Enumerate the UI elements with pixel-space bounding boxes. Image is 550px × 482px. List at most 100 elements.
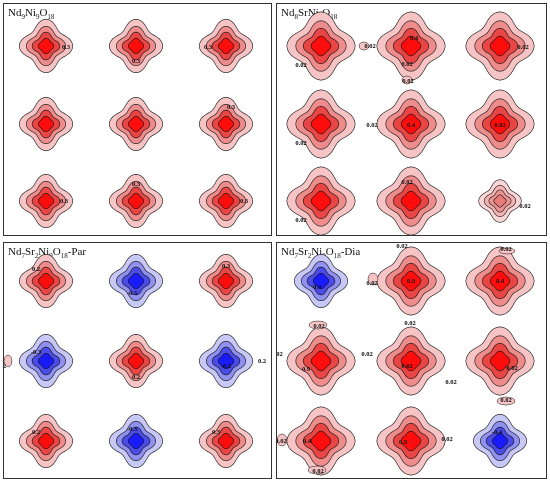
contour-blob: [472, 413, 528, 469]
contour-label: 0.3: [132, 181, 141, 188]
small-contour: [308, 320, 328, 330]
contour-blob: [108, 96, 164, 152]
contour-label: 0.4: [313, 284, 322, 291]
contour-label: 0.3: [222, 263, 231, 270]
contour-label: 0.02: [295, 140, 306, 147]
contour-level-4: [491, 432, 509, 450]
contour-plot: 0.2 -0.3 0.3 -0.3 0.2 -0.3 0.2 -0.3 0.3 0.2 0.2: [4, 253, 266, 469]
contour-level-4: [312, 272, 330, 290]
contour-label: -0.3: [127, 426, 138, 433]
contour-level-4: [400, 113, 422, 135]
contour-label: 0.02: [519, 203, 530, 210]
contour-blob: [198, 18, 254, 74]
contour-label: -0.3: [127, 290, 138, 297]
contour-label: 0.02: [277, 351, 283, 358]
contour-level-4: [310, 113, 332, 135]
contour-level-4: [310, 35, 332, 57]
small-contour: [4, 354, 13, 368]
contour-blob: [465, 89, 535, 159]
contour-label: 0.9: [302, 366, 311, 373]
contour-blob: [18, 333, 74, 389]
panel-nd7sr2ni9o18-par: Nd7Sr2Ni9O18-Par 0.2-0.30.3-0.30.2-0.30.…: [3, 242, 272, 479]
contour-level-4: [127, 352, 145, 370]
contour-level-4: [37, 432, 55, 450]
contour-blob: [286, 11, 356, 81]
contour-blob: [198, 333, 254, 389]
contour-label: 0.02: [506, 365, 517, 372]
contour-label: 0.02: [500, 397, 511, 404]
contour-blob: [465, 11, 535, 81]
contour-blob: [18, 18, 74, 74]
contour-blob: [108, 173, 164, 229]
panel-nd8srni9o18: Nd8SrNi9O18 0.020.40.020.020.40.020.020.…: [276, 3, 547, 236]
contour-level-4: [400, 190, 422, 212]
contour-label: 0.02: [361, 351, 372, 358]
contour-label: 0.02: [445, 379, 456, 386]
contour-level-4: [217, 352, 235, 370]
small-contour: [498, 247, 516, 255]
small-contour: [401, 75, 413, 85]
contour-level-4: [37, 37, 55, 55]
contour-level-4: [489, 350, 511, 372]
contour-blob: [286, 326, 356, 396]
contour-level-4: [489, 35, 511, 57]
small-contour: [358, 41, 370, 51]
contour-level-4: [127, 37, 145, 55]
contour-label: 0.02: [404, 320, 415, 327]
contour-blob: [18, 253, 74, 309]
contour-label: 0.3: [60, 198, 69, 205]
contour-blob: [198, 173, 254, 229]
contour-blob: [108, 333, 164, 389]
contour-blob: [286, 406, 356, 476]
contour-label: 0.02: [401, 179, 412, 186]
contour-level-4: [127, 432, 145, 450]
small-contour: [307, 465, 327, 475]
contour-label: 0.4: [496, 278, 505, 285]
contour-level-4: [489, 113, 511, 135]
contour-label: 0.02: [295, 62, 306, 69]
contour-level-4: [489, 270, 511, 292]
contour-label: 0.2: [4, 363, 6, 370]
contour-label: 0.9: [407, 278, 416, 285]
contour-label: 0.02: [366, 122, 377, 129]
contour-label: 0.02: [441, 436, 452, 443]
contour-level-4: [400, 270, 422, 292]
contour-blob: [198, 413, 254, 469]
contour-level-4: [217, 192, 235, 210]
contour-level-4: [310, 350, 332, 372]
contour-label: 0.02: [295, 217, 306, 224]
contour-label: 0.4: [410, 35, 419, 42]
contour-blob: [198, 96, 254, 152]
contour-level-4: [37, 272, 55, 290]
contour-blob: [108, 413, 164, 469]
contour-plot: 0.3 0.3 0.3 0.3 0.3 0.3 0.3: [18, 18, 254, 229]
contour-blob: [108, 253, 164, 309]
contour-label: 0.02: [401, 61, 412, 68]
contour-blob: [478, 179, 522, 223]
contour-blob: [108, 18, 164, 74]
contour-label: -0.3: [221, 363, 232, 370]
contour-level-4: [400, 430, 422, 452]
small-contour: [367, 272, 379, 286]
contour-label: 0.02: [500, 246, 511, 253]
contour-label: 0.2: [132, 374, 140, 381]
small-contour: [496, 396, 516, 406]
contour-level-4: [37, 115, 55, 133]
contour-blob: [465, 326, 535, 396]
contour-label: 0.02: [396, 243, 407, 250]
contour-label: 0.3: [227, 104, 236, 111]
contour-blob: [376, 406, 446, 476]
contour-level-4: [37, 352, 55, 370]
contour-label: 0.02: [277, 438, 287, 445]
contour-plot: 0.4 0.9 0.4 0.9 0.02 0.02 0.4 0.9 -0.4 0.02 0.02 0.…: [277, 243, 535, 476]
contour-label: 0.02: [312, 468, 323, 475]
contour-blob: [198, 253, 254, 309]
contour-label: 0.02: [364, 43, 375, 50]
contour-level-4: [127, 272, 145, 290]
panel-nd7sr2ni9o18-dia: Nd7Sr2Ni9O18-Dia 0.40.90.40.90.020.020.4…: [276, 242, 547, 479]
panel-title: Nd7Sr2Ni9O18-Par: [8, 246, 87, 261]
contour-level-4: [217, 37, 235, 55]
contour-label: 0.02: [366, 280, 377, 287]
contour-blob: [286, 89, 356, 159]
contour-level-4: [400, 350, 422, 372]
